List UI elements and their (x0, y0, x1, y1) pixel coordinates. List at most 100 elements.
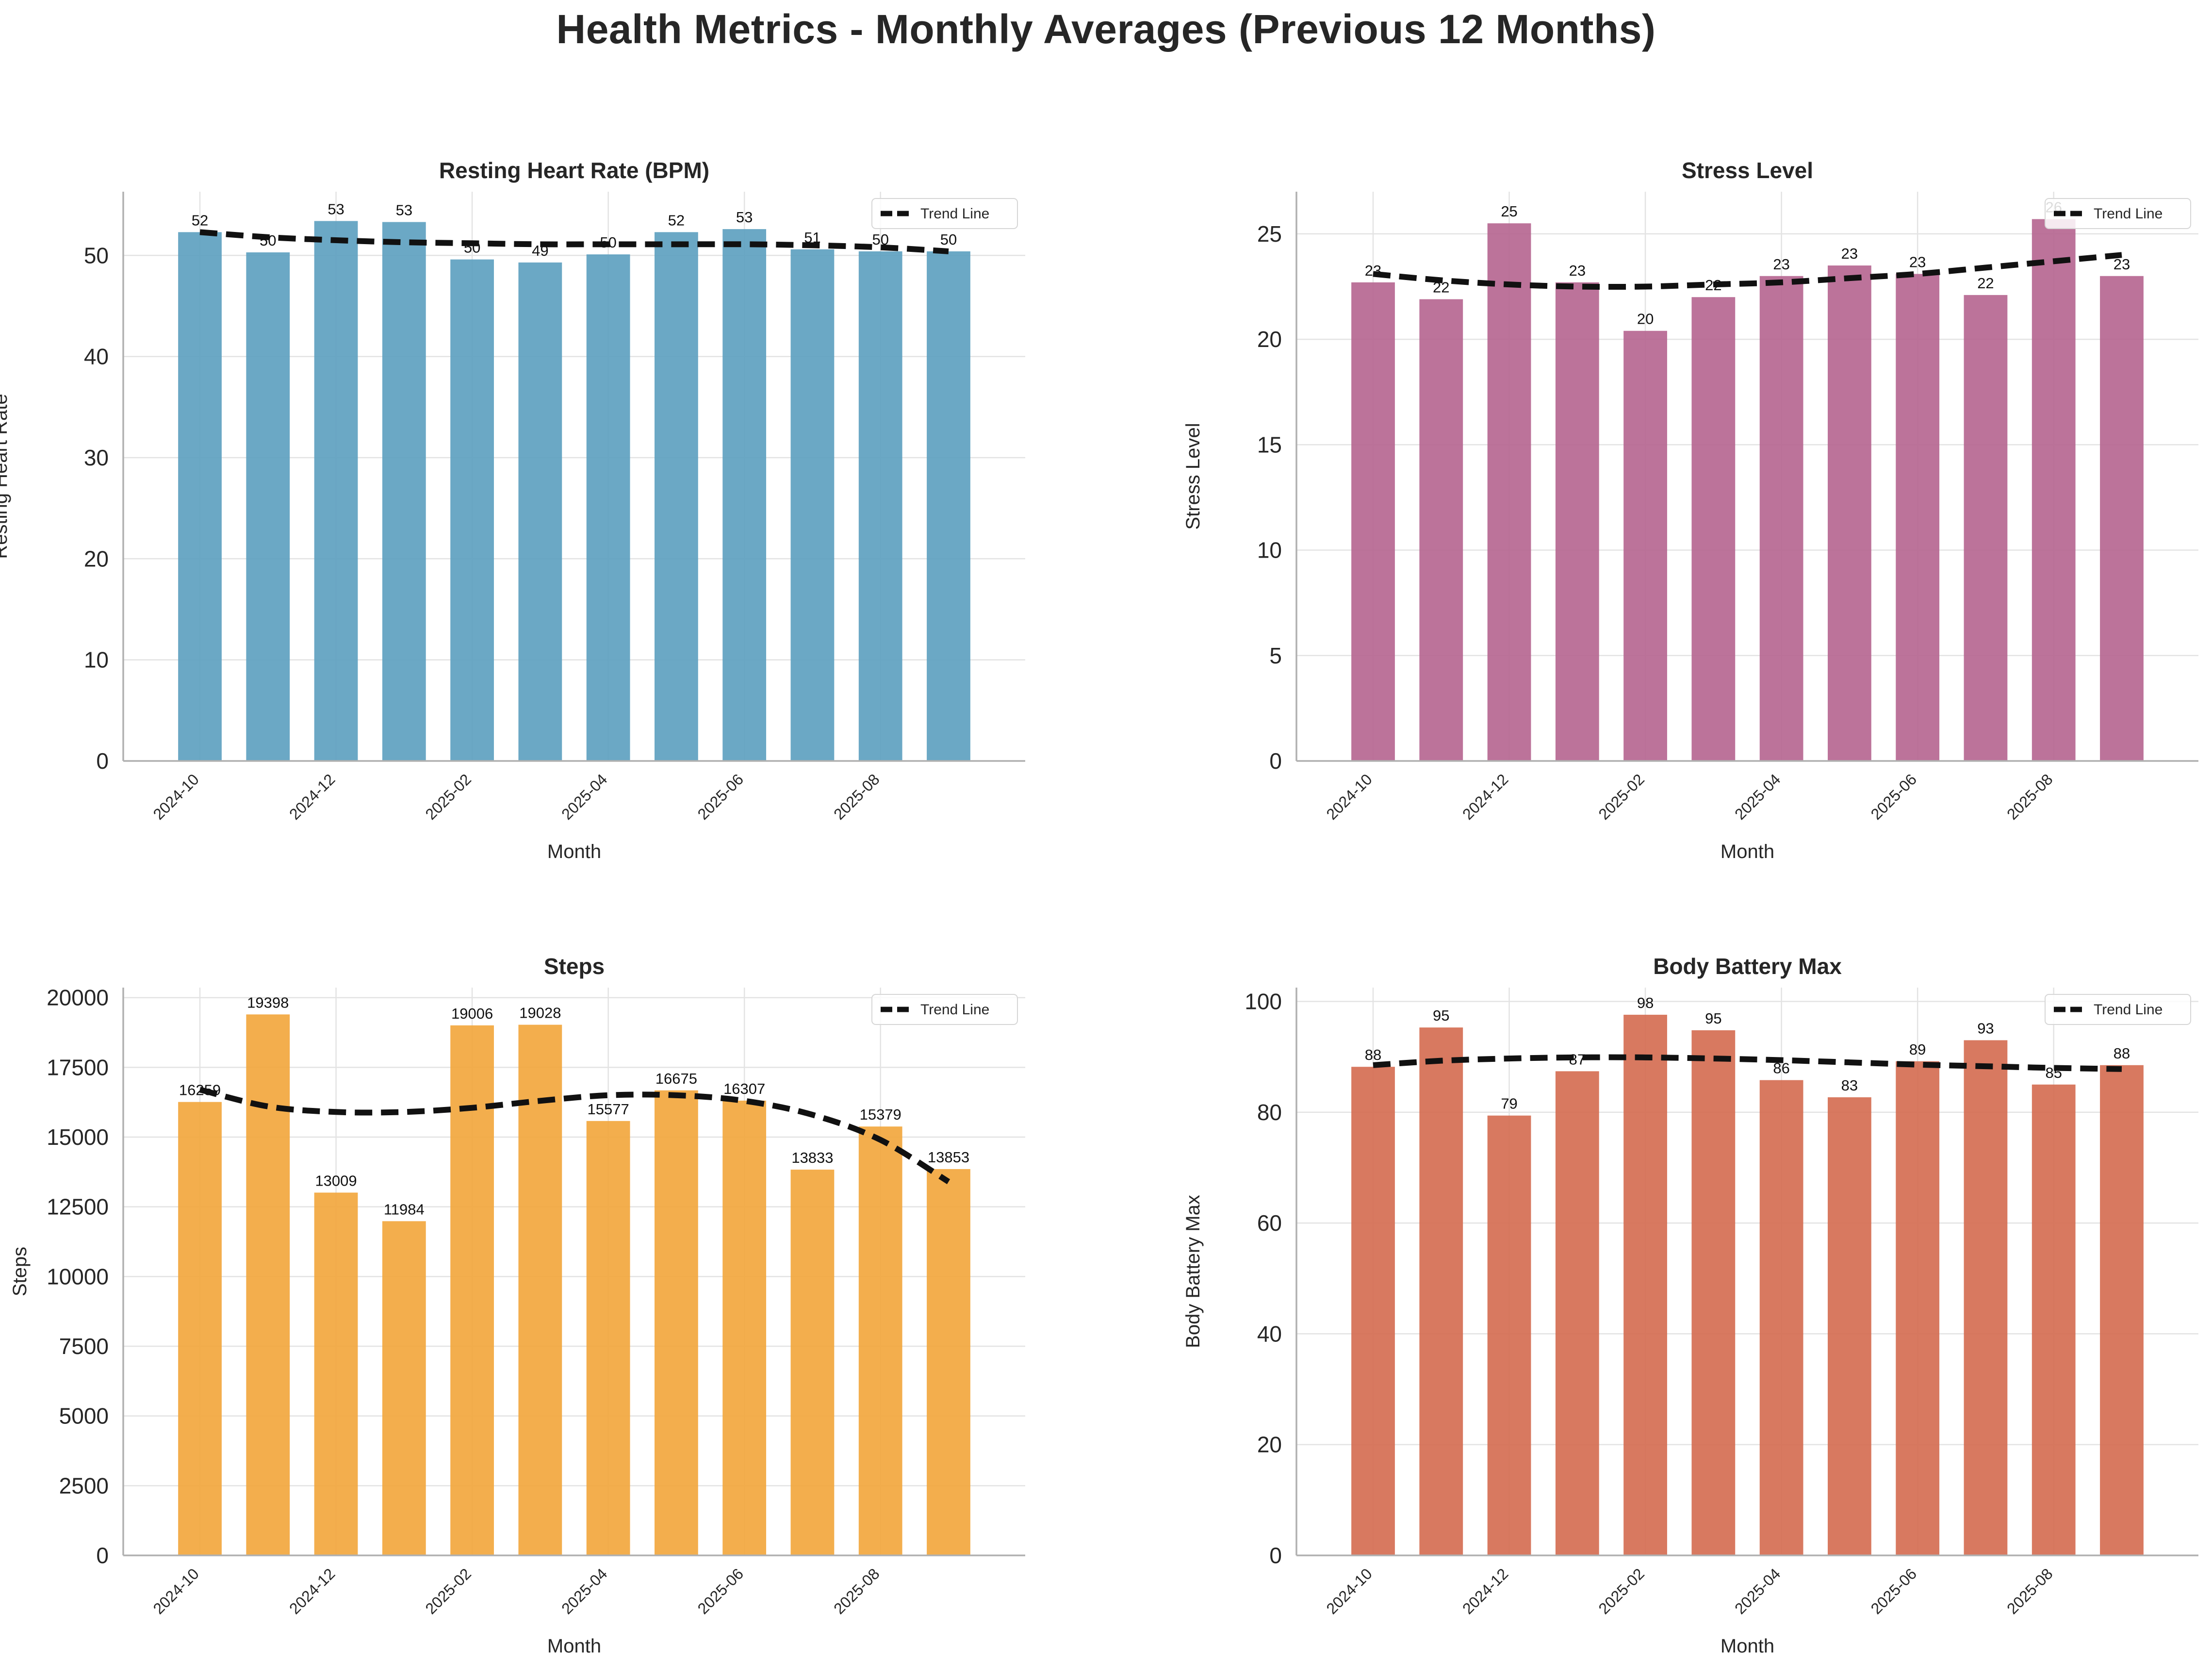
y-tick-label: 0 (1269, 1543, 1282, 1568)
data-label: 19028 (519, 1005, 561, 1022)
legend-label: Trend Line (920, 206, 989, 222)
data-label: 95 (1705, 1010, 1721, 1027)
y-tick-label: 10 (1257, 538, 1282, 563)
data-label: 95 (1433, 1007, 1449, 1024)
y-tick-label: 40 (84, 344, 109, 369)
bar-2024-11 (1419, 1027, 1463, 1555)
bar-2025-04 (1759, 1080, 1803, 1555)
bar-2025-09 (2100, 276, 2144, 761)
data-label: 11984 (384, 1201, 425, 1218)
data-label: 19006 (451, 1005, 493, 1022)
y-tick-label: 20 (84, 546, 109, 571)
panel-title: Resting Heart Rate (BPM) (439, 158, 709, 183)
data-label: 19398 (247, 994, 289, 1011)
y-tick-label: 20 (1257, 1432, 1282, 1457)
bar-2025-08 (2032, 219, 2076, 761)
data-label: 20 (1637, 311, 1654, 328)
x-tick-label: 2024-10 (1323, 1565, 1375, 1617)
page-title: Health Metrics - Monthly Averages (Previ… (556, 6, 1656, 52)
x-tick-label: 2025-04 (558, 770, 610, 823)
y-tick-label: 40 (1257, 1321, 1282, 1346)
y-tick-label: 0 (96, 1543, 109, 1568)
trend-line (1373, 252, 2122, 290)
panel-title: Steps (544, 954, 605, 979)
bar-2025-05 (1828, 1097, 1871, 1555)
x-tick-label: 2025-02 (1595, 770, 1648, 823)
bar-2024-11 (1419, 299, 1463, 761)
bar-2025-06 (1896, 1061, 1940, 1555)
y-tick-label: 5000 (59, 1404, 109, 1429)
y-tick-label: 25 (1257, 221, 1282, 247)
chart-stress: 23222523202223232322262305101520252024-1… (1182, 158, 2198, 862)
data-label: 23 (2114, 256, 2130, 273)
data-label: 22 (1977, 275, 1994, 292)
data-label: 53 (328, 200, 344, 217)
data-label: 88 (1365, 1046, 1381, 1063)
bar-2025-08 (858, 1126, 902, 1555)
data-label: 13833 (791, 1149, 833, 1166)
bar-2025-01 (1555, 282, 1599, 761)
trend-line (199, 1087, 950, 1185)
y-tick-label: 20000 (47, 985, 109, 1010)
x-axis-label: Month (547, 841, 601, 862)
x-tick-label: 2025-04 (1731, 770, 1784, 823)
bar-2025-06 (722, 1100, 767, 1555)
panel-title: Stress Level (1682, 158, 1813, 183)
bar-2025-07 (1964, 1040, 2008, 1555)
bar-2025-09 (927, 251, 970, 761)
bar-2024-12 (314, 221, 358, 761)
bar-2024-11 (246, 1014, 290, 1555)
bar-2025-08 (2032, 1084, 2076, 1555)
bar-2025-04 (586, 254, 630, 761)
bar-2025-07 (1964, 295, 2008, 761)
y-tick-label: 100 (1245, 989, 1282, 1014)
data-label: 15577 (588, 1101, 629, 1118)
x-tick-label: 2025-06 (1868, 770, 1920, 823)
x-tick-label: 2024-10 (149, 770, 202, 823)
bar-2025-03 (518, 262, 562, 761)
y-tick-label: 80 (1257, 1100, 1282, 1125)
data-label: 50 (940, 231, 957, 248)
y-tick-label: 50 (84, 243, 109, 268)
data-label: 23 (1841, 245, 1858, 262)
x-tick-label: 2024-10 (1323, 770, 1375, 823)
y-tick-label: 0 (96, 748, 109, 774)
x-tick-label: 2025-04 (1731, 1565, 1784, 1617)
y-tick-label: 17500 (47, 1055, 109, 1080)
x-tick-label: 2024-12 (286, 770, 338, 823)
x-tick-label: 2024-12 (1459, 770, 1511, 823)
y-axis-label: Stress Level (1182, 423, 1204, 529)
bar-2025-07 (790, 1170, 835, 1555)
data-label: 83 (1841, 1077, 1858, 1094)
bar-2025-01 (382, 1221, 426, 1555)
data-label: 13009 (315, 1172, 357, 1189)
x-tick-label: 2025-06 (694, 1565, 747, 1617)
legend-label: Trend Line (2094, 206, 2163, 222)
bar-2024-12 (314, 1192, 358, 1555)
y-tick-label: 7500 (59, 1334, 109, 1359)
x-tick-label: 2024-12 (1459, 1565, 1511, 1617)
bar-2025-02 (1623, 330, 1667, 761)
bar-2025-06 (722, 229, 767, 761)
bar-2025-03 (1691, 1030, 1736, 1555)
bar-2025-07 (790, 249, 835, 761)
bar-2025-03 (1691, 297, 1736, 761)
y-tick-label: 10 (84, 647, 109, 673)
bar-2025-05 (1828, 265, 1871, 761)
bar-2024-10 (1351, 1067, 1395, 1555)
data-label: 15379 (860, 1106, 901, 1123)
y-tick-label: 12500 (47, 1194, 109, 1220)
bar-2025-08 (858, 251, 902, 761)
y-axis-label: Body Battery Max (1182, 1195, 1204, 1348)
data-label: 23 (1909, 253, 1926, 270)
y-tick-label: 15000 (47, 1124, 109, 1150)
bar-2025-04 (1759, 276, 1803, 761)
y-axis-label: Steps (9, 1247, 31, 1296)
chart-battery: 8895798798958683899385880204060801002024… (1182, 954, 2198, 1657)
legend-box (2045, 994, 2191, 1025)
bar-2025-05 (655, 232, 698, 761)
trend-line (199, 229, 949, 254)
